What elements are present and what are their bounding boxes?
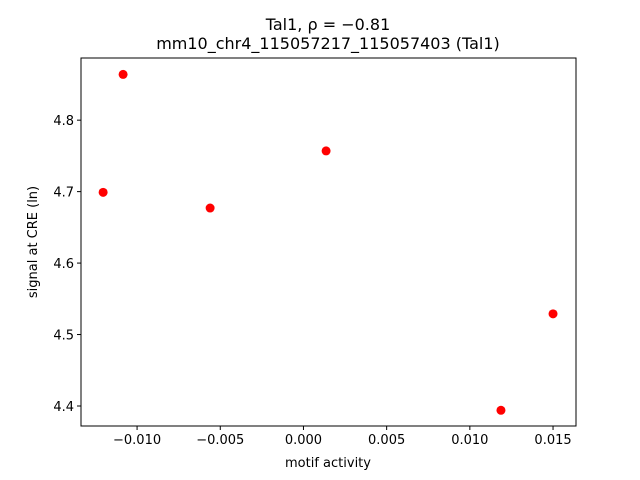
point xyxy=(118,69,128,79)
x-tick-label: 0.015 xyxy=(534,433,571,448)
chart-title: Tal1, ρ = −0.81 xyxy=(265,15,391,34)
plot-frame xyxy=(80,57,577,427)
point xyxy=(205,203,215,213)
point xyxy=(548,309,558,319)
x-tick-label: −0.005 xyxy=(196,433,244,448)
y-axis-label: signal at CRE (ln) xyxy=(26,186,41,298)
x-tick-label: 0.010 xyxy=(451,433,488,448)
point xyxy=(321,146,331,156)
y-tick-label: 4.6 xyxy=(53,257,74,272)
y-tick-label: 4.8 xyxy=(53,114,74,129)
y-tick-label: 4.4 xyxy=(53,400,74,415)
x-axis-label: motif activity xyxy=(285,456,371,471)
x-tick-label: 0.000 xyxy=(285,433,322,448)
x-tick-label: 0.005 xyxy=(368,433,405,448)
y-tick-label: 4.7 xyxy=(53,186,74,201)
chart-subtitle: mm10_chr4_115057217_115057403 (Tal1) xyxy=(156,34,500,54)
y-tick-label: 4.5 xyxy=(53,329,74,344)
point xyxy=(496,405,506,415)
point xyxy=(98,187,108,197)
x-tick-label: −0.010 xyxy=(113,433,161,448)
